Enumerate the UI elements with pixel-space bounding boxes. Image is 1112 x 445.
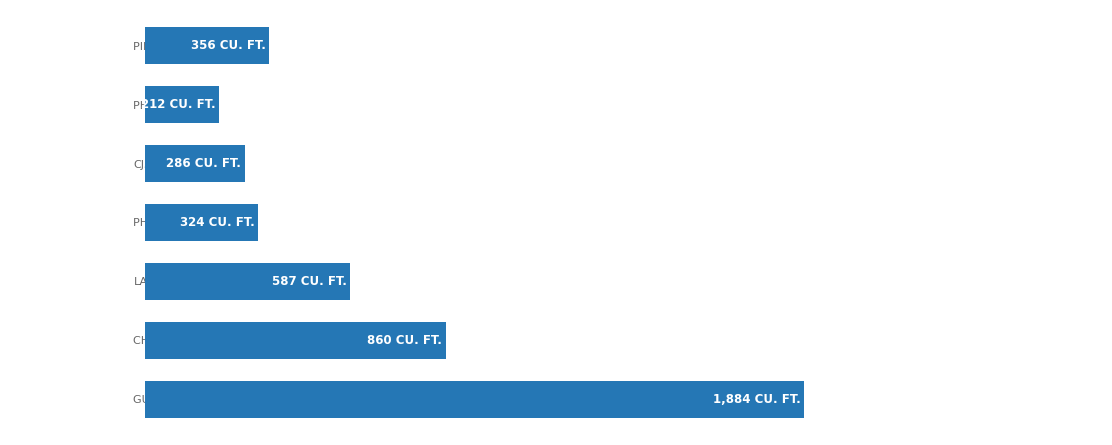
Text: 356 CU. FT.: 356 CU. FT. bbox=[191, 39, 266, 52]
Text: 1,884 CU. FT.: 1,884 CU. FT. bbox=[713, 393, 801, 406]
Bar bbox=[145, 86, 219, 123]
Text: 324 CU. FT.: 324 CU. FT. bbox=[180, 216, 255, 229]
Bar bbox=[145, 146, 245, 182]
Text: 286 CU. FT.: 286 CU. FT. bbox=[167, 157, 241, 170]
Bar bbox=[145, 204, 258, 241]
Bar bbox=[145, 28, 269, 64]
Bar bbox=[145, 381, 804, 417]
Text: 860 CU. FT.: 860 CU. FT. bbox=[367, 334, 443, 347]
Text: 587 CU. FT.: 587 CU. FT. bbox=[271, 275, 347, 288]
Bar bbox=[145, 263, 350, 299]
Text: 212 CU. FT.: 212 CU. FT. bbox=[140, 98, 216, 111]
Bar bbox=[145, 322, 446, 359]
